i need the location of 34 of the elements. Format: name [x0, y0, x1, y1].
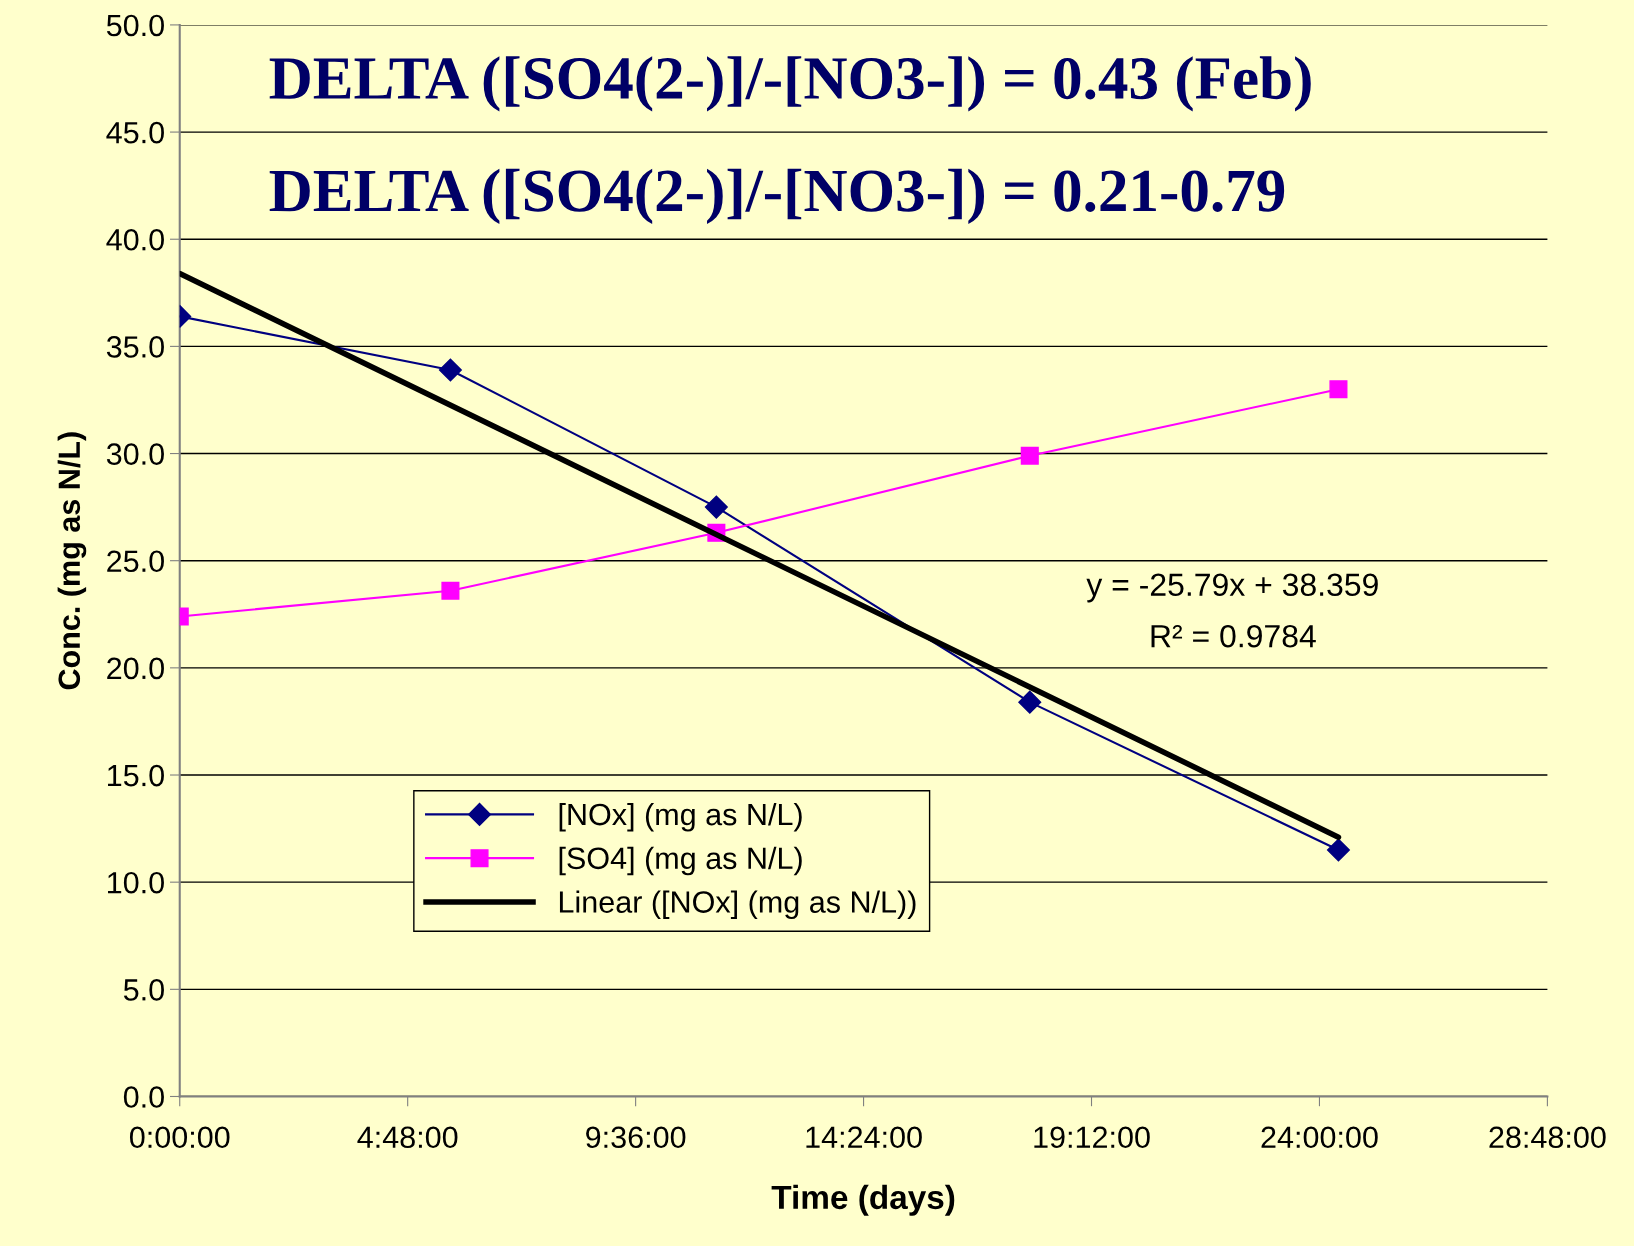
x-tick-label: 14:24:00	[806, 1126, 922, 1149]
x-tick-label: 28:48:00	[1489, 1126, 1606, 1149]
legend-label: Linear ([NOx] (mg as N/L))	[559, 890, 916, 919]
y-tick-label: 35.0	[106, 336, 164, 358]
annotation: DELTA ([SO4(2-)]/-[NO3-]) = 0.21-0.79	[269, 168, 1285, 225]
y-tick-label: 10.0	[108, 871, 164, 894]
point	[438, 358, 462, 382]
annotation: DELTA ([SO4(2-)]/-[NO3-]) = 0.43 (Feb)	[269, 56, 1311, 112]
point	[441, 581, 460, 600]
y-tick-label: 15.0	[108, 764, 164, 787]
y-tick-label: 5.0	[123, 979, 164, 1001]
y-axis-title: Conc. (mg as N/L)	[57, 432, 87, 690]
point	[1018, 690, 1042, 714]
y-tick-label: 30.0	[106, 443, 164, 465]
point	[1326, 838, 1350, 862]
point	[1020, 446, 1039, 465]
x-tick-label: 0:00:00	[129, 1126, 230, 1149]
x-tick-label: 19:12:00	[1034, 1126, 1150, 1149]
annotation: R² = 0.9784	[1151, 624, 1316, 648]
y-tick-label: 20.0	[107, 657, 164, 680]
x-axis-title: Time (days)	[771, 1184, 955, 1216]
point	[704, 495, 728, 519]
annotation: y = -25.79x + 38.359	[1086, 573, 1378, 603]
y-tick-label: 0.0	[123, 1086, 164, 1108]
legend-label: [SO4] (mg as N/L)	[559, 846, 802, 876]
y-tick-label: 25.0	[107, 550, 164, 573]
y-tick-label: 40.0	[106, 228, 164, 251]
x-tick-label: 9:36:00	[586, 1126, 686, 1149]
y-tick-label: 50.0	[106, 14, 164, 37]
legend-label: [NOx] (mg as N/L)	[559, 802, 802, 832]
x-tick-label: 24:00:00	[1261, 1126, 1378, 1149]
y-tick-label: 45.0	[106, 121, 164, 144]
point	[1329, 380, 1348, 399]
x-tick-label: 4:48:00	[357, 1126, 458, 1149]
